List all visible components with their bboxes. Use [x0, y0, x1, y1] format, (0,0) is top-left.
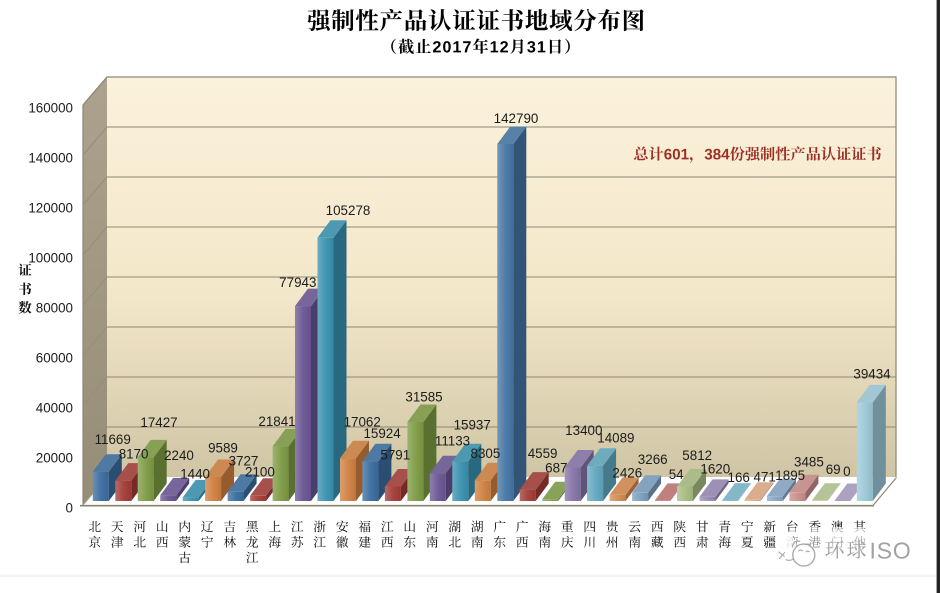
- svg-text:5791: 5791: [380, 448, 410, 463]
- svg-text:1895: 1895: [775, 468, 805, 483]
- svg-text:40000: 40000: [36, 400, 73, 415]
- svg-text:160000: 160000: [28, 100, 73, 115]
- svg-text:140000: 140000: [28, 150, 73, 165]
- svg-text:0: 0: [843, 464, 850, 479]
- svg-text:60000: 60000: [36, 350, 73, 365]
- svg-text:8305: 8305: [471, 446, 501, 461]
- svg-text:9589: 9589: [208, 441, 238, 456]
- svg-text:120000: 120000: [28, 200, 73, 215]
- svg-text:80000: 80000: [36, 300, 73, 315]
- svg-text:39434: 39434: [853, 367, 891, 382]
- svg-text:3727: 3727: [229, 453, 259, 468]
- svg-text:13400: 13400: [565, 423, 602, 438]
- svg-text:17427: 17427: [140, 415, 177, 430]
- svg-text:4559: 4559: [528, 446, 558, 461]
- svg-text:687: 687: [545, 461, 567, 476]
- svg-text:3266: 3266: [638, 452, 668, 467]
- svg-text:8170: 8170: [119, 447, 149, 462]
- svg-text:142790: 142790: [494, 111, 539, 126]
- svg-text:21841: 21841: [258, 414, 295, 429]
- svg-text:105278: 105278: [326, 203, 371, 218]
- svg-text:14089: 14089: [597, 430, 634, 445]
- svg-text:31585: 31585: [405, 390, 442, 405]
- svg-text:1440: 1440: [180, 466, 210, 481]
- svg-text:15924: 15924: [363, 426, 401, 441]
- svg-text:69: 69: [826, 462, 841, 477]
- svg-text:20000: 20000: [36, 450, 73, 465]
- svg-text:11669: 11669: [95, 432, 131, 447]
- svg-text:17062: 17062: [344, 414, 381, 429]
- svg-text:77943: 77943: [279, 275, 316, 290]
- svg-text:11133: 11133: [435, 434, 470, 449]
- svg-text:15937: 15937: [454, 417, 491, 432]
- svg-text:2240: 2240: [164, 448, 194, 463]
- svg-text:0: 0: [66, 500, 73, 515]
- svg-text:5812: 5812: [682, 448, 712, 463]
- svg-text:2100: 2100: [245, 464, 275, 479]
- svg-text:3485: 3485: [794, 454, 824, 469]
- svg-text:2426: 2426: [612, 465, 642, 480]
- svg-text:1620: 1620: [700, 462, 730, 477]
- svg-text:471: 471: [754, 470, 776, 485]
- svg-text:100000: 100000: [28, 250, 73, 265]
- svg-text:166: 166: [728, 470, 750, 485]
- svg-text:54: 54: [669, 467, 684, 482]
